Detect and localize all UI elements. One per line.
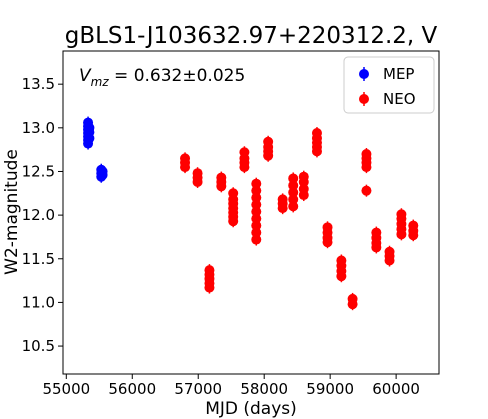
x-tick-label: 59000 [306, 380, 354, 398]
mep-data-point [97, 166, 108, 177]
mep-data-point [84, 122, 95, 133]
x-tick-label: 57000 [174, 380, 222, 398]
x-axis-ticks: 55000 56000 57000 58000 59000 60000 [42, 374, 420, 398]
neo-legend-marker [359, 94, 369, 104]
annotation-prefix: V [79, 66, 92, 86]
y-axis-ticks: 10.5 11.0 11.5 12.0 12.5 13.0 13.5 [22, 75, 63, 355]
neo-data-point [311, 128, 322, 139]
neo-data-point [180, 153, 191, 164]
neo-data-point [361, 185, 372, 196]
x-axis-label: MJD (days) [205, 399, 297, 419]
annotation-value: = 0.632±0.025 [109, 66, 246, 86]
neo-data-point [251, 213, 262, 224]
x-tick-label: 60000 [372, 380, 420, 398]
neo-data-point [239, 147, 250, 158]
neo-data-point [251, 206, 262, 217]
neo-data-point [361, 149, 372, 160]
neo-data-point [288, 201, 299, 212]
neo-data-point [288, 173, 299, 184]
chart-title: gBLS1-J103632.97+220312.2, V [65, 23, 438, 49]
axes-frame [62, 50, 440, 375]
neo-data-point [216, 172, 227, 183]
neo-data-point [228, 188, 239, 199]
mep-legend-label: MEP [383, 65, 414, 83]
neo-data-point [298, 183, 309, 194]
y-tick-label: 13.5 [22, 75, 55, 93]
neo-legend-label: NEO [383, 90, 416, 108]
neo-data-point [384, 246, 395, 257]
neo-data-point [288, 194, 299, 205]
data-markers [83, 116, 419, 311]
neo-data-point [288, 180, 299, 191]
neo-data-point [371, 227, 382, 238]
neo-data-point [251, 192, 262, 203]
y-tick-label: 12.5 [22, 162, 55, 180]
y-tick-label: 11.5 [22, 250, 55, 268]
neo-data-point [251, 185, 262, 196]
neo-data-point [251, 220, 262, 231]
x-tick-label: 55000 [42, 380, 90, 398]
neo-data-point [322, 222, 333, 233]
y-tick-label: 11.0 [22, 293, 55, 311]
y-tick-label: 10.5 [22, 337, 55, 355]
neo-data-point [192, 168, 203, 179]
neo-data-point [204, 265, 215, 276]
neo-data-point [251, 178, 262, 189]
annotation-subscript: mz [91, 75, 110, 89]
neo-data-point [336, 255, 347, 266]
neo-data-point [251, 199, 262, 210]
x-tick-label: 58000 [240, 380, 288, 398]
neo-data-point [298, 171, 309, 182]
vmz-annotation: Vmz = 0.632±0.025 [79, 66, 245, 89]
mep-legend-marker [359, 69, 369, 79]
neo-data-point [408, 220, 419, 231]
neo-data-point [277, 194, 288, 205]
y-tick-label: 13.0 [22, 119, 55, 137]
neo-data-point [263, 136, 274, 147]
y-tick-label: 12.0 [22, 206, 55, 224]
neo-data-point [347, 293, 358, 304]
x-tick-label: 56000 [108, 380, 156, 398]
neo-data-point [251, 227, 262, 238]
y-axis-label: W2-magnitude [2, 149, 22, 275]
neo-data-point [396, 209, 407, 220]
neo-data-point [288, 187, 299, 198]
legend: MEP NEO [343, 56, 435, 114]
neo-data-point [251, 234, 262, 245]
